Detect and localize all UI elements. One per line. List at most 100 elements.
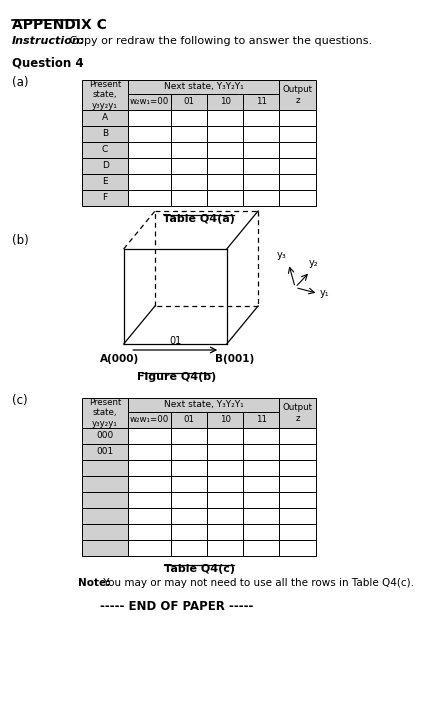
Text: Output
z: Output z [283, 85, 313, 105]
Bar [243, 158, 280, 174]
Text: 01: 01 [183, 415, 194, 425]
Bar [171, 460, 207, 476]
Bar [128, 174, 171, 190]
Text: 01: 01 [183, 98, 194, 106]
Bar [82, 190, 128, 206]
Bar [243, 540, 280, 556]
Bar [82, 460, 128, 476]
Text: F: F [103, 193, 108, 202]
Bar [128, 110, 171, 126]
Bar [82, 492, 128, 508]
Bar [243, 460, 280, 476]
Bar [280, 460, 316, 476]
Bar [280, 158, 316, 174]
Bar [207, 94, 243, 110]
Bar [243, 508, 280, 524]
Text: y₂: y₂ [308, 257, 318, 268]
Bar [128, 158, 171, 174]
Bar [207, 492, 243, 508]
Bar [243, 94, 280, 110]
Bar [207, 444, 243, 460]
Bar [243, 190, 280, 206]
Bar [82, 174, 128, 190]
Text: Note:: Note: [79, 578, 111, 588]
Bar [82, 428, 128, 444]
Bar [280, 476, 316, 492]
Text: E: E [102, 177, 108, 186]
Bar [82, 110, 128, 126]
Bar [280, 174, 316, 190]
Bar [207, 460, 243, 476]
Text: Copy or redraw the following to answer the questions.: Copy or redraw the following to answer t… [66, 36, 372, 46]
Bar [243, 524, 280, 540]
Text: 10: 10 [220, 98, 230, 106]
Bar [207, 524, 243, 540]
Bar [243, 412, 280, 428]
Bar [207, 476, 243, 492]
Text: C: C [102, 146, 108, 155]
Bar [128, 508, 171, 524]
Bar [128, 412, 171, 428]
Text: 10: 10 [220, 415, 230, 425]
Bar [280, 398, 316, 428]
Bar [207, 540, 243, 556]
Bar [280, 524, 316, 540]
Bar [243, 428, 280, 444]
Bar [82, 540, 128, 556]
Bar [243, 110, 280, 126]
Bar [171, 508, 207, 524]
Bar [128, 476, 171, 492]
Text: (b): (b) [12, 234, 28, 247]
Text: w₂w₁=00: w₂w₁=00 [130, 415, 169, 425]
Bar [243, 444, 280, 460]
Bar [207, 126, 243, 142]
Bar [280, 190, 316, 206]
Bar [171, 412, 207, 428]
Bar [280, 126, 316, 142]
Bar [128, 94, 171, 110]
Bar [171, 190, 207, 206]
Text: ----- END OF PAPER -----: ----- END OF PAPER ----- [100, 600, 253, 613]
Bar [207, 428, 243, 444]
Bar [82, 476, 128, 492]
Bar [128, 142, 171, 158]
Bar [171, 110, 207, 126]
Bar [280, 142, 316, 158]
Text: Table Q4(a): Table Q4(a) [163, 214, 235, 224]
Bar [243, 174, 280, 190]
Bar [82, 142, 128, 158]
Bar [171, 492, 207, 508]
Text: B: B [102, 129, 108, 138]
Text: y₁: y₁ [320, 288, 329, 299]
Bar [171, 126, 207, 142]
Text: (c): (c) [12, 394, 27, 407]
Text: Instruction:: Instruction: [12, 36, 85, 46]
Bar [207, 508, 243, 524]
Bar [207, 142, 243, 158]
Bar [280, 444, 316, 460]
Text: 11: 11 [256, 98, 267, 106]
Text: w₂w₁=00: w₂w₁=00 [130, 98, 169, 106]
Bar [280, 540, 316, 556]
Text: 11: 11 [256, 415, 267, 425]
Bar [128, 80, 280, 94]
Bar [171, 476, 207, 492]
Text: You may or may not need to use all the rows in Table Q4(c).: You may or may not need to use all the r… [100, 578, 414, 588]
Bar [280, 508, 316, 524]
Bar [82, 508, 128, 524]
Text: Present
state,
y₃y₂y₁: Present state, y₃y₂y₁ [89, 398, 121, 428]
Bar [243, 126, 280, 142]
Bar [280, 428, 316, 444]
Text: A: A [102, 113, 108, 122]
Bar [128, 398, 280, 412]
Text: Next state, Y₃Y₂Y₁: Next state, Y₃Y₂Y₁ [164, 401, 244, 410]
Text: 001: 001 [97, 448, 114, 456]
Text: B(001): B(001) [215, 354, 254, 364]
Text: 000: 000 [97, 432, 114, 441]
Bar [171, 524, 207, 540]
Bar [171, 444, 207, 460]
Bar [128, 540, 171, 556]
Bar [280, 110, 316, 126]
Bar [207, 158, 243, 174]
Bar [82, 444, 128, 460]
